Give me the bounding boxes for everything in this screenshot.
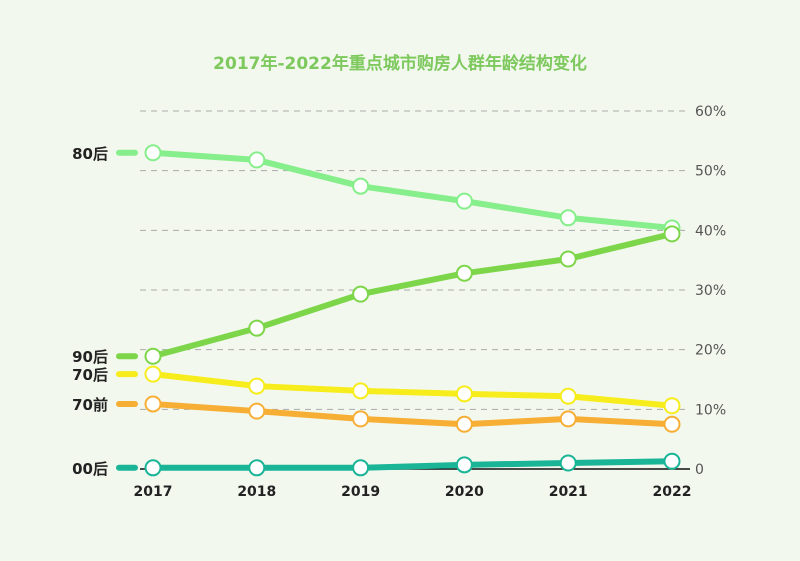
data-point	[144, 144, 162, 162]
data-point	[352, 410, 370, 428]
x-axis: 2017 2018 2019 2020 2021 2022	[134, 484, 692, 500]
x-tick-label: 2022	[653, 484, 692, 500]
series-line	[153, 458, 673, 471]
data-point	[663, 225, 681, 243]
series-80后: 80后	[72, 144, 681, 237]
y-tick-label: 0	[695, 462, 704, 478]
data-point	[559, 387, 577, 405]
data-point	[663, 452, 681, 470]
series-label: 70前	[72, 396, 108, 414]
data-point	[455, 415, 473, 433]
data-point	[144, 395, 162, 413]
data-point	[559, 454, 577, 472]
y-tick-label: 50%	[695, 164, 726, 180]
data-point	[559, 410, 577, 428]
data-point	[144, 347, 162, 365]
data-point	[248, 377, 266, 395]
data-point	[559, 250, 577, 268]
series-label: 70后	[72, 366, 108, 384]
y-tick-label: 10%	[695, 402, 726, 418]
x-tick-label: 2019	[341, 484, 380, 500]
series-line	[152, 400, 673, 428]
data-point	[455, 264, 473, 282]
series-line	[152, 230, 673, 360]
data-point	[248, 459, 266, 477]
data-point	[455, 192, 473, 210]
gridlines	[140, 110, 690, 470]
series-70后: 70后	[72, 365, 681, 415]
series-00后: 00后	[72, 452, 681, 478]
data-point	[248, 319, 266, 337]
data-point	[352, 177, 370, 195]
data-point	[248, 402, 266, 420]
series-70前: 70前	[72, 395, 681, 433]
data-point	[559, 209, 577, 227]
data-point	[663, 397, 681, 415]
data-point	[455, 456, 473, 474]
data-point	[248, 151, 266, 169]
series-90后: 90后	[72, 225, 681, 366]
x-tick-label: 2017	[134, 484, 173, 500]
series-label: 00后	[72, 460, 108, 478]
y-tick-label: 30%	[695, 283, 726, 299]
data-point	[663, 415, 681, 433]
series-label: 80后	[72, 145, 108, 163]
series-label: 90后	[72, 348, 108, 366]
chart-title: 2017年-2022年重点城市购房人群年龄结构变化	[213, 53, 587, 74]
y-axis: 0 10% 20% 30% 40% 50% 60%	[695, 104, 726, 478]
data-point	[144, 459, 162, 477]
data-point	[352, 459, 370, 477]
y-tick-label: 20%	[695, 343, 726, 359]
data-point	[144, 365, 162, 383]
series-line	[152, 149, 673, 231]
y-tick-label: 40%	[695, 223, 726, 239]
data-point	[352, 382, 370, 400]
y-tick-label: 60%	[695, 104, 726, 120]
x-tick-label: 2020	[445, 484, 484, 500]
data-point	[352, 285, 370, 303]
x-tick-label: 2018	[237, 484, 276, 500]
data-point	[455, 385, 473, 403]
series-line	[152, 371, 673, 409]
x-tick-label: 2021	[549, 484, 588, 500]
